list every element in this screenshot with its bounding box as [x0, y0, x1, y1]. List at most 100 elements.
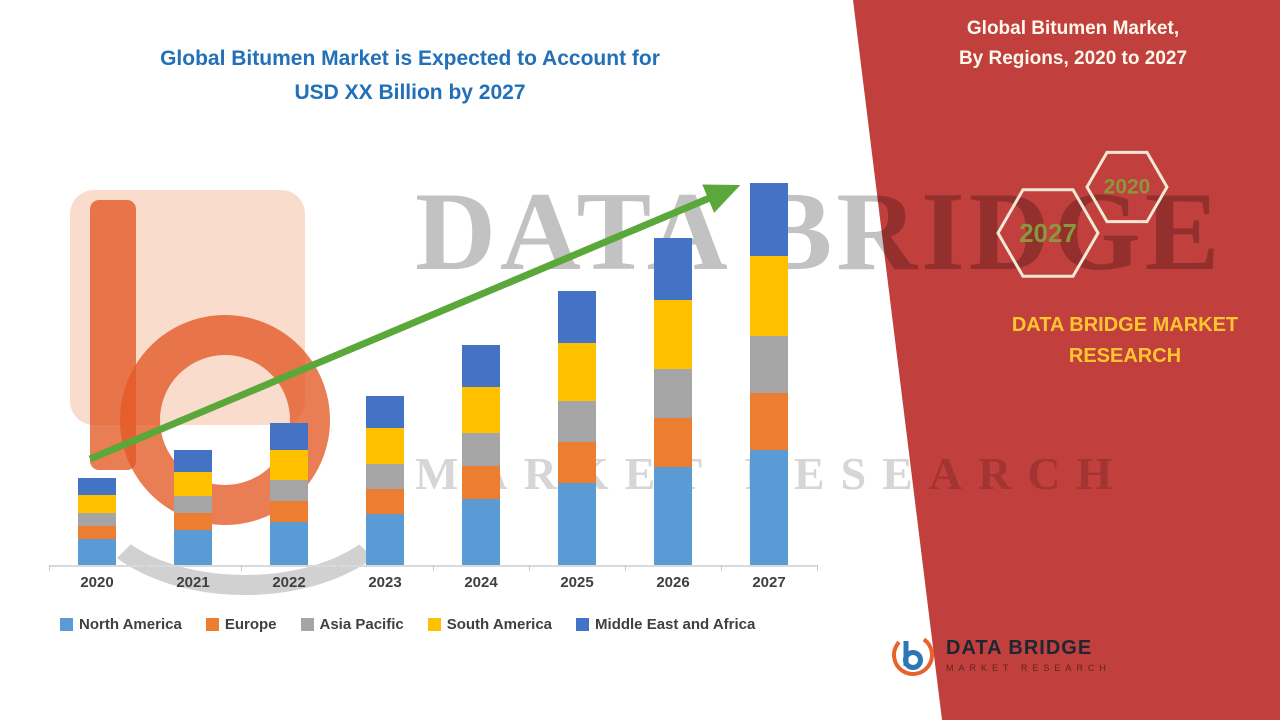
x-axis-label: 2022 — [272, 574, 306, 591]
bar-segment-middle-east-and-africa — [78, 478, 116, 495]
bar-segment-asia-pacific — [558, 401, 596, 442]
legend-item-north-america: North America — [60, 616, 182, 633]
legend-item-south-america: South America — [427, 616, 553, 633]
axis-tick — [625, 565, 626, 571]
bar-segment-south-america — [270, 450, 308, 480]
right-banner-content: Global Bitumen Market, By Regions, 2020 … — [850, 0, 1280, 720]
hexagon-label-2020: 2020 — [1104, 176, 1151, 199]
bar-segment-europe — [750, 393, 788, 450]
banner-title-line1: Global Bitumen Market, — [966, 18, 1180, 39]
bar-segment-north-america — [558, 483, 596, 565]
bar-2027 — [750, 183, 788, 565]
bar-segment-asia-pacific — [270, 480, 308, 501]
legend-swatch — [205, 618, 219, 631]
logo-text-block: DATA BRIDGE MARKET RESEARCH — [946, 637, 1111, 673]
bar-segment-north-america — [174, 530, 212, 565]
bar-segment-europe — [654, 418, 692, 467]
axis-tick — [529, 565, 530, 571]
hexagon-badges: 2027 2020 — [996, 150, 1169, 278]
axis-tick — [337, 565, 338, 571]
bar-segment-north-america — [78, 539, 116, 565]
bar-segment-middle-east-and-africa — [462, 345, 500, 387]
x-axis-label: 2024 — [464, 574, 498, 591]
bar-segment-north-america — [366, 514, 404, 565]
chart-headline-line1: Global Bitumen Market is Expected to Acc… — [160, 47, 660, 70]
bar-2020 — [78, 478, 116, 565]
bar-segment-asia-pacific — [750, 336, 788, 393]
brand-name-line1: DATA BRIDGE MARKET — [1011, 314, 1239, 336]
x-axis-label: 2020 — [80, 574, 114, 591]
data-bridge-logo-icon — [892, 634, 934, 676]
bar-segment-europe — [558, 442, 596, 483]
logo-tagline: MARKET RESEARCH — [946, 663, 1111, 673]
chart-headline-line2: USD XX Billion by 2027 — [294, 80, 526, 104]
bar-segment-europe — [270, 501, 308, 522]
legend-item-middle-east-and-africa: Middle East and Africa — [576, 616, 755, 633]
x-axis-label: 2023 — [368, 574, 402, 591]
bar-segment-north-america — [750, 450, 788, 565]
bar-segment-south-america — [750, 256, 788, 336]
legend-label: North America — [79, 616, 182, 633]
axis-tick — [433, 565, 434, 571]
bar-segment-south-america — [654, 300, 692, 369]
bar-2022 — [270, 423, 308, 565]
bar-segment-asia-pacific — [78, 513, 116, 526]
legend-item-asia-pacific: Asia Pacific — [300, 616, 404, 633]
axis-tick — [817, 565, 818, 571]
bar-segment-europe — [78, 526, 116, 539]
legend-swatch — [60, 618, 73, 631]
legend-swatch — [576, 618, 590, 631]
bar-segment-middle-east-and-africa — [174, 450, 212, 472]
bar-segment-north-america — [270, 522, 308, 565]
hexagon-2020-badge — [1085, 150, 1169, 224]
bar-segment-south-america — [174, 472, 212, 496]
logo-wordmark: DATA BRIDGE — [946, 637, 1093, 659]
bar-2021 — [174, 450, 212, 565]
chart-legend: North America Europe Asia Pacific South Ame… — [60, 616, 755, 633]
legend-label: Middle East and Africa — [595, 616, 756, 633]
bar-segment-asia-pacific — [654, 369, 692, 418]
bar-2025 — [558, 291, 596, 565]
axis-tick — [49, 565, 50, 571]
legend-label: Europe — [224, 616, 277, 633]
bar-2023 — [366, 396, 404, 565]
legend-label: Asia Pacific — [319, 616, 404, 633]
bar-segment-europe — [174, 513, 212, 530]
legend-label: South America — [446, 616, 553, 633]
banner-title: Global Bitumen Market, By Regions, 2020 … — [890, 14, 1256, 75]
bar-segment-europe — [462, 466, 500, 499]
bar-segment-asia-pacific — [174, 496, 212, 513]
legend-swatch — [427, 618, 441, 631]
bar-2026 — [654, 238, 692, 565]
bar-segment-asia-pacific — [366, 464, 404, 489]
bar-segment-middle-east-and-africa — [654, 238, 692, 300]
axis-tick — [241, 565, 242, 571]
bar-segment-middle-east-and-africa — [270, 423, 308, 450]
x-axis-label: 2021 — [176, 574, 210, 591]
bar-2024 — [462, 345, 500, 565]
bar-segment-south-america — [558, 343, 596, 401]
hexagon-2027-badge — [996, 188, 1100, 278]
bar-segment-north-america — [462, 499, 500, 565]
x-axis-label: 2025 — [560, 574, 594, 591]
x-axis-label: 2026 — [656, 574, 690, 591]
bar-segment-middle-east-and-africa — [366, 396, 404, 428]
data-bridge-logo: DATA BRIDGE MARKET RESEARCH — [890, 632, 1111, 678]
legend-swatch — [300, 618, 314, 631]
axis-tick — [145, 565, 146, 571]
axis-tick — [721, 565, 722, 571]
bar-segment-north-america — [654, 467, 692, 565]
legend-item-europe: Europe — [205, 616, 277, 633]
bar-segment-south-america — [462, 387, 500, 433]
x-axis-label: 2027 — [752, 574, 786, 591]
chart-headline: Global Bitumen Market is Expected to Acc… — [90, 42, 730, 109]
bar-segment-middle-east-and-africa — [558, 291, 596, 343]
bar-segment-asia-pacific — [462, 433, 500, 466]
bar-segment-south-america — [366, 428, 404, 464]
hexagon-label-2027: 2027 — [1019, 218, 1077, 248]
banner-title-line2: By Regions, 2020 to 2027 — [958, 48, 1188, 70]
bar-segment-europe — [366, 489, 404, 514]
bar-segment-south-america — [78, 495, 116, 513]
brand-name-line2: RESEARCH — [1068, 345, 1182, 367]
